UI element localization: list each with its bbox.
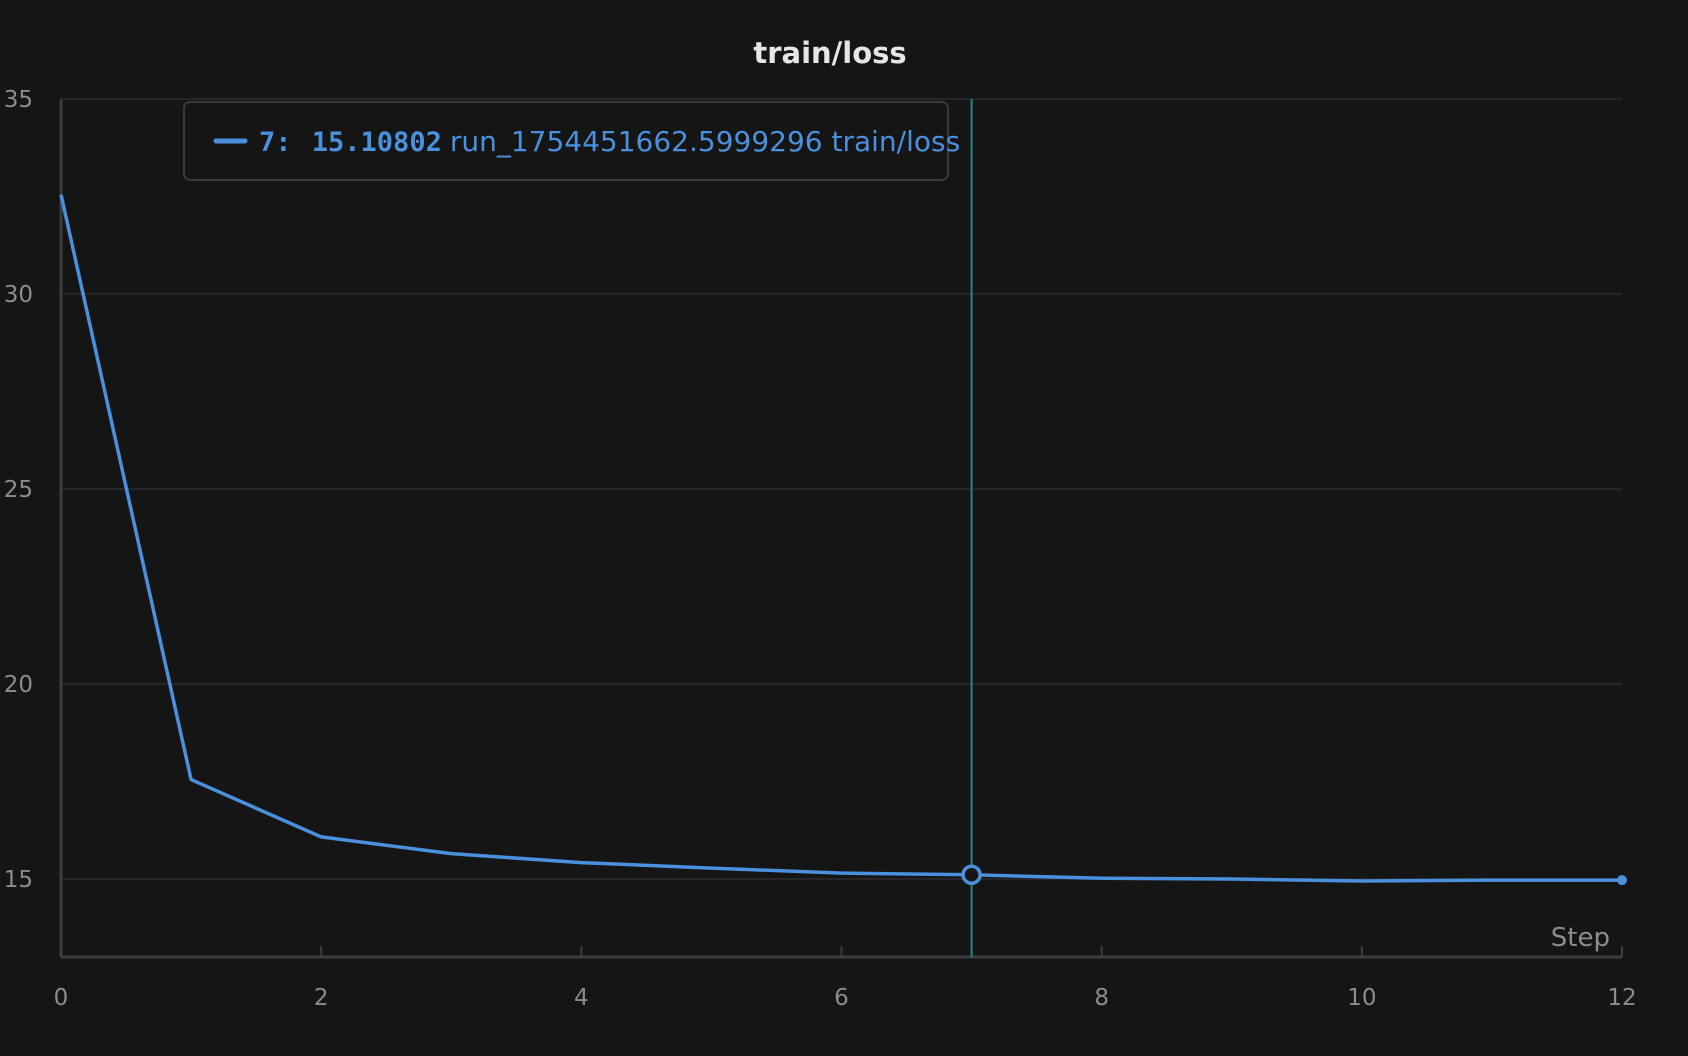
y-tick-label-25: 25 — [4, 477, 33, 503]
y-tick-label-15: 15 — [4, 867, 33, 893]
x-tick-label-10: 10 — [1347, 985, 1376, 1011]
series-end-point-0 — [1617, 875, 1627, 886]
x-axis-ticks: 0 2 4 6 8 10 12 — [54, 946, 1637, 1011]
y-tick-label-30: 30 — [4, 282, 33, 308]
legend: 7: 15.10802 run_1754451662.5999296 train/… — [183, 101, 960, 181]
grid-lines — [61, 98, 1622, 880]
legend-text: 7: 15.10802 run_1754451662.5999296 train/… — [259, 125, 960, 158]
x-tick-label-8: 8 — [1094, 985, 1109, 1011]
x-tick-label-0: 0 — [54, 985, 69, 1011]
y-tick-label-20: 20 — [4, 672, 33, 698]
legend-step: 7 — [259, 127, 275, 158]
x-tick-label-4: 4 — [574, 985, 589, 1011]
chart-title: train/loss — [753, 36, 906, 70]
legend-series-name: run_1754451662.5999296 train/loss — [450, 125, 960, 158]
y-axis-ticks: 15 20 25 30 35 — [4, 87, 33, 893]
series-line-0 — [59, 194, 1622, 883]
axes — [59, 99, 1622, 959]
x-tick-label-2: 2 — [314, 985, 329, 1011]
legend-box — [183, 101, 949, 181]
x-tick-label-6: 6 — [834, 985, 849, 1011]
series-layer — [59, 194, 1627, 886]
legend-colon: : — [275, 127, 308, 158]
y-tick-label-35: 35 — [4, 87, 33, 113]
hover-point-marker — [961, 864, 982, 886]
x-tick-label-12: 12 — [1607, 985, 1636, 1011]
legend-value: 15.10802 — [312, 127, 442, 158]
x-axis-label: Step — [1551, 923, 1610, 953]
